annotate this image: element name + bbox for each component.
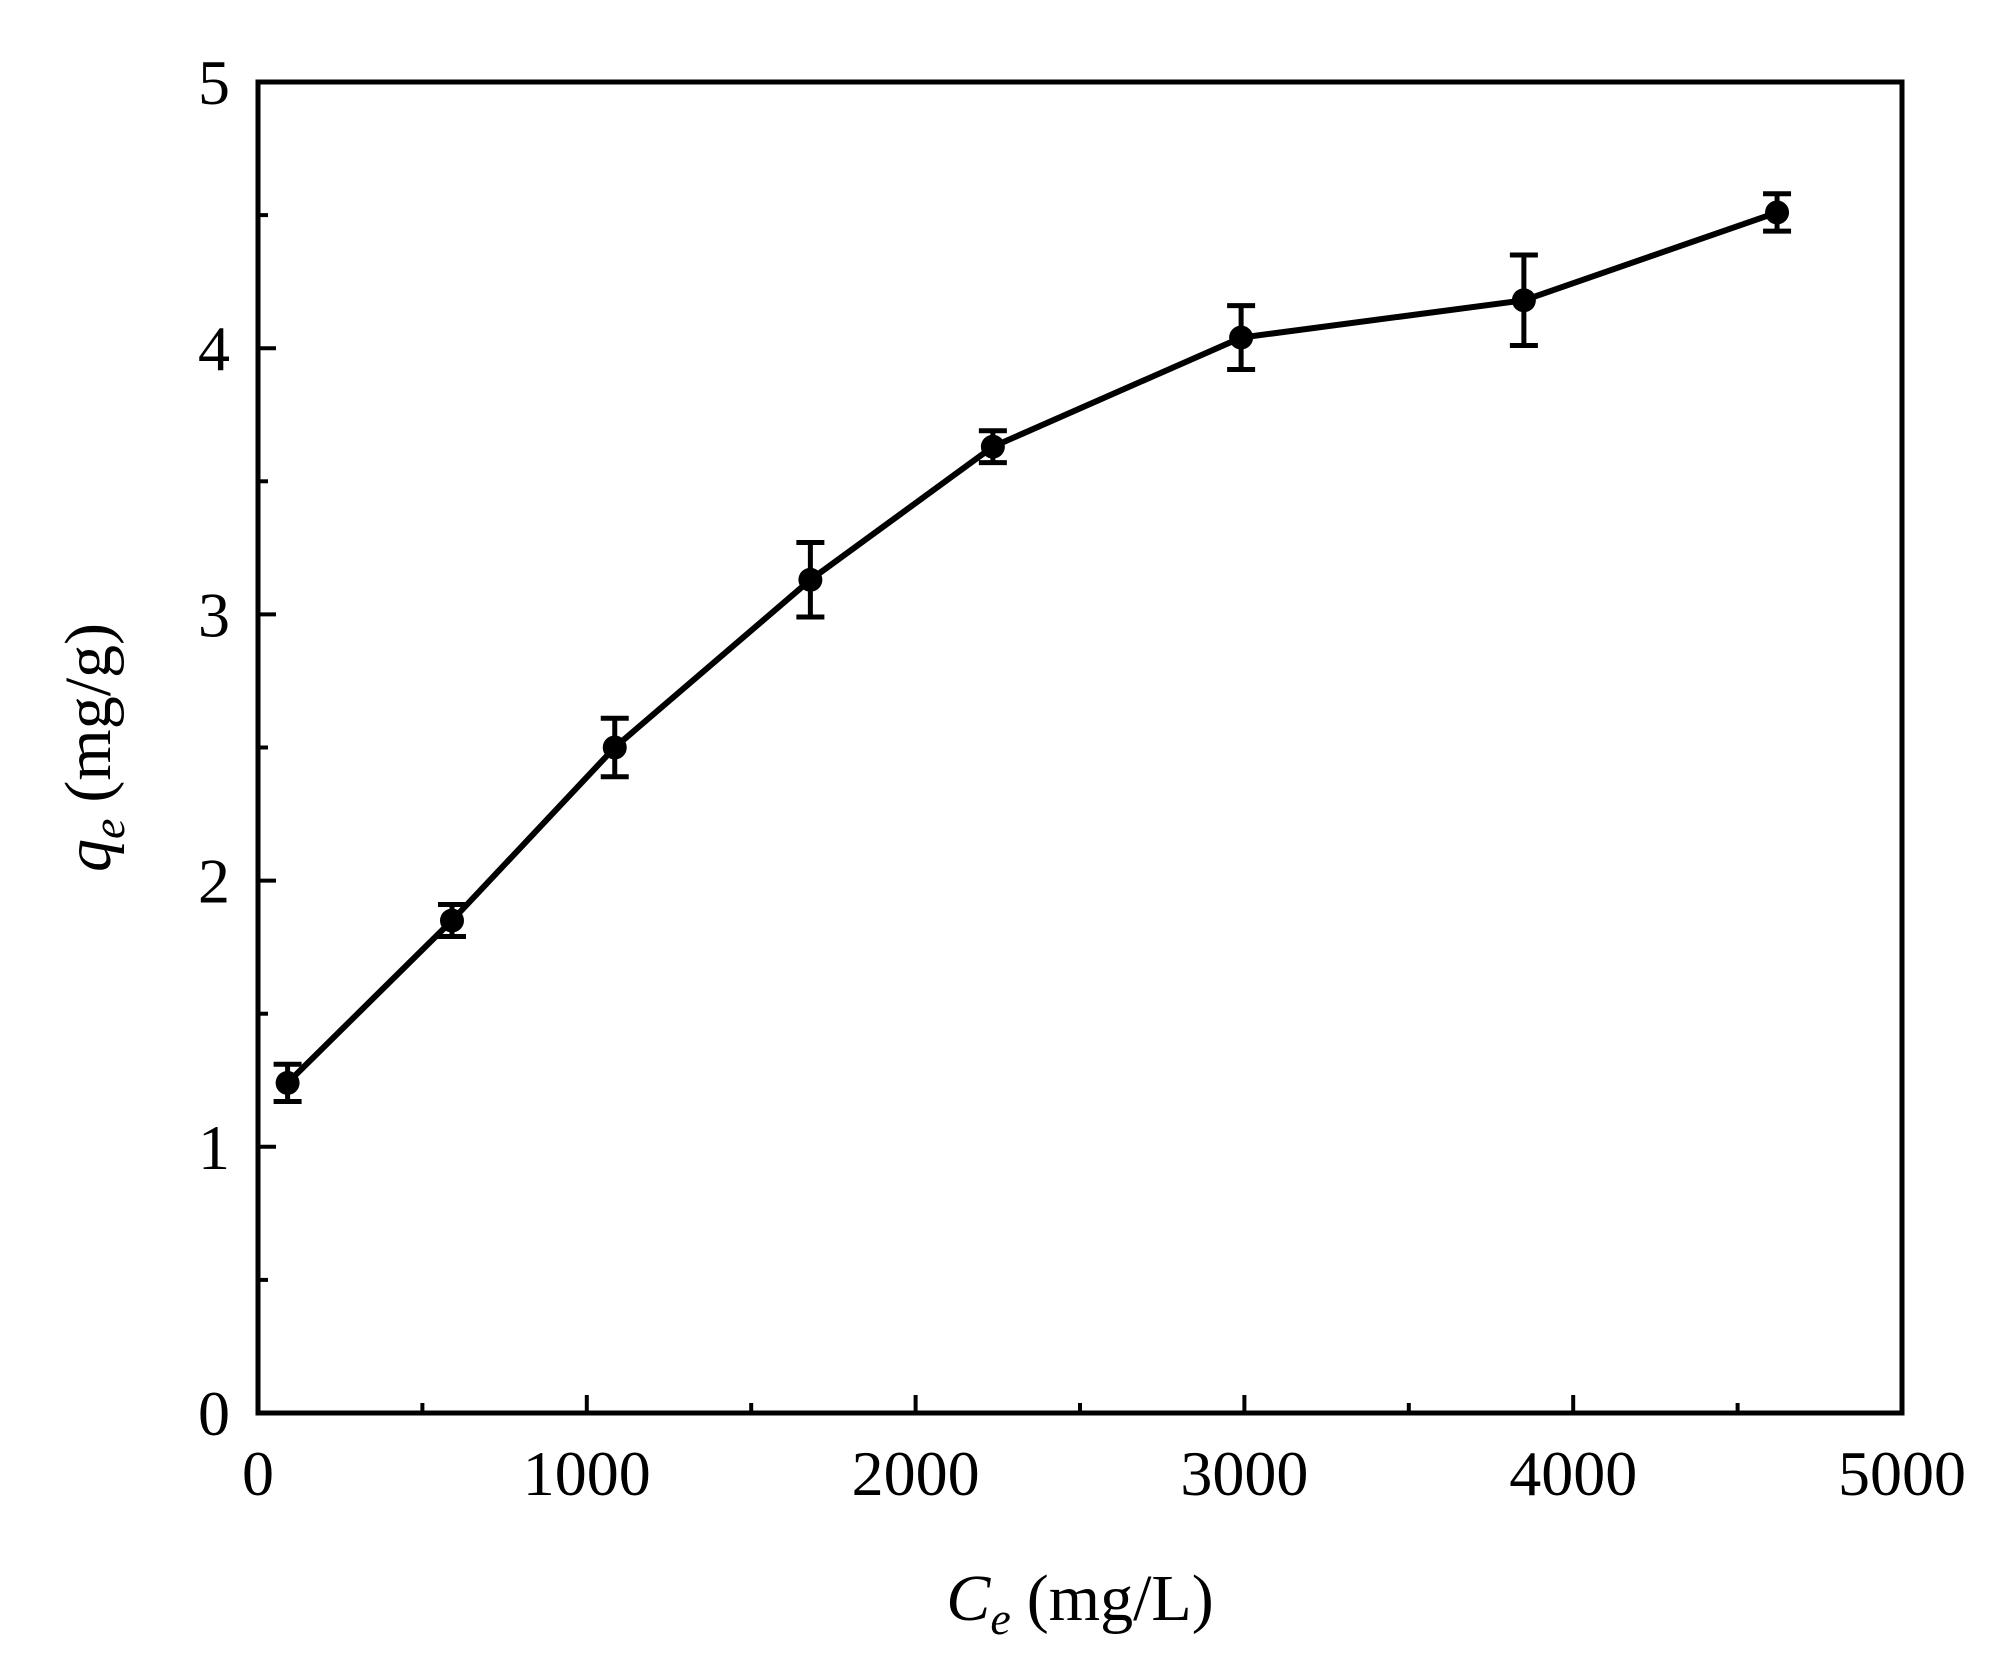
y-tick-label: 0 xyxy=(198,1378,230,1449)
y-axis-subscript: e xyxy=(83,819,134,839)
y-tick-label: 4 xyxy=(198,313,230,384)
plot-frame xyxy=(255,79,1905,1416)
x-axis-unit: (mg/L) xyxy=(1027,1562,1214,1635)
x-axis-symbol: C xyxy=(946,1562,991,1635)
y-tick-label: 1 xyxy=(198,1112,230,1183)
data-point xyxy=(1229,325,1254,350)
x-tick-label: 3000 xyxy=(1180,1438,1308,1509)
x-tick-label: 0 xyxy=(242,1438,274,1509)
y-axis-unit: (mg/g) xyxy=(52,623,125,803)
y-tick-label: 3 xyxy=(198,579,230,650)
x-tick-label: 2000 xyxy=(852,1438,980,1509)
data-point xyxy=(275,1070,300,1095)
data-point xyxy=(1511,288,1536,313)
y-axis-symbol: q xyxy=(52,839,125,872)
x-tick-label: 1000 xyxy=(523,1438,651,1509)
y-axis-title: qe (mg/g) xyxy=(52,623,134,872)
x-axis-subscript: e xyxy=(990,1593,1010,1644)
data-series xyxy=(273,191,1792,1105)
series-line xyxy=(285,209,1779,1086)
tick-labels: 0 1000 2000 3000 4000 5000 0 1 2 3 4 5 xyxy=(198,47,1966,1509)
x-tick-label: 4000 xyxy=(1509,1438,1637,1509)
data-point xyxy=(980,434,1005,459)
data-point xyxy=(439,908,464,933)
x-tick-label: 5000 xyxy=(1838,1438,1966,1509)
data-point xyxy=(602,735,627,760)
data-point xyxy=(798,567,823,592)
x-axis-title: Ce (mg/L) xyxy=(946,1562,1213,1644)
y-tick-label: 2 xyxy=(198,846,230,917)
axis-ticks xyxy=(256,80,1904,1415)
y-tick-label: 5 xyxy=(198,47,230,118)
data-point xyxy=(1765,200,1790,225)
